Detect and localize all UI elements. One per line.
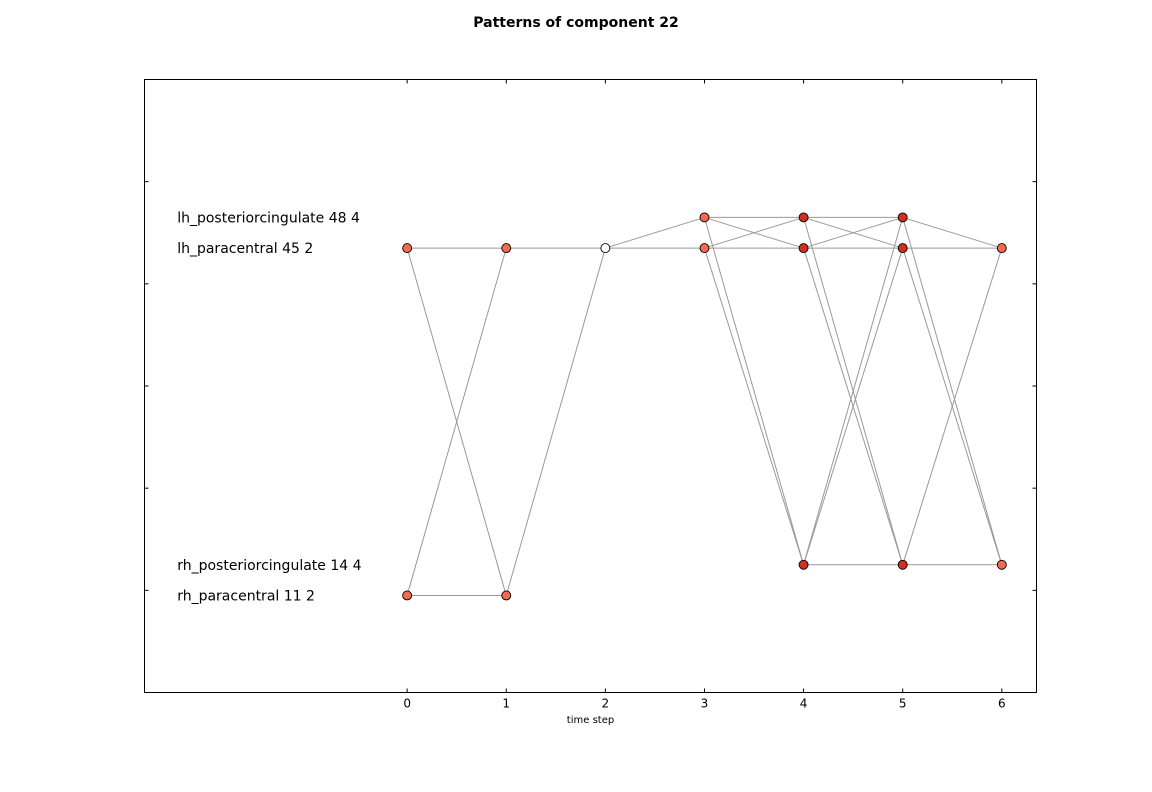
edges-layer [406,216,1003,596]
node-point [897,559,908,570]
node-point [996,243,1007,254]
edge-line [803,216,903,249]
x-tick-label: 3 [701,697,709,711]
edge-line [803,217,904,565]
x-tick-label: 1 [502,697,510,711]
edge-line [803,247,904,565]
edge-line [505,247,606,596]
node-point [699,243,710,254]
x-tick-label: 0 [403,697,411,711]
node-point [798,559,809,570]
node-point [600,243,611,254]
node-point [402,243,413,254]
x-tick-label: 4 [800,697,808,711]
row-label: rh_paracentral 11 2 [177,588,315,604]
x-axis-label: time step [567,715,614,726]
edge-line [704,216,804,249]
row-label: lh_posteriorcingulate 48 4 [177,210,360,226]
node-point [699,212,710,223]
node-point [897,212,908,223]
x-tick-label: 5 [899,697,907,711]
edge-line [902,216,1002,249]
row-label: lh_paracentral 45 2 [177,241,313,257]
edge-line [902,217,1003,565]
node-point [501,243,512,254]
edge-line [605,216,705,249]
edge-line [704,247,805,565]
x-tick-label: 6 [998,697,1006,711]
edge-line [902,247,1003,565]
edge-line [703,217,805,565]
row-labels-layer: lh_posteriorcingulate 48 4 lh_paracentral… [177,210,361,604]
node-point [798,212,809,223]
node-point [798,243,809,254]
node-point [996,559,1007,570]
ticks-layer: 0 1 2 3 4 5 6 [144,79,1037,711]
node-point [897,243,908,254]
row-label: rh_posteriorcingulate 14 4 [177,558,361,574]
nodes-layer [402,212,1007,601]
node-point [501,590,512,601]
chart-title: Patterns of component 22 [473,15,679,31]
x-tick-label: 2 [602,697,610,711]
edge-line [406,247,507,596]
node-point [402,590,413,601]
